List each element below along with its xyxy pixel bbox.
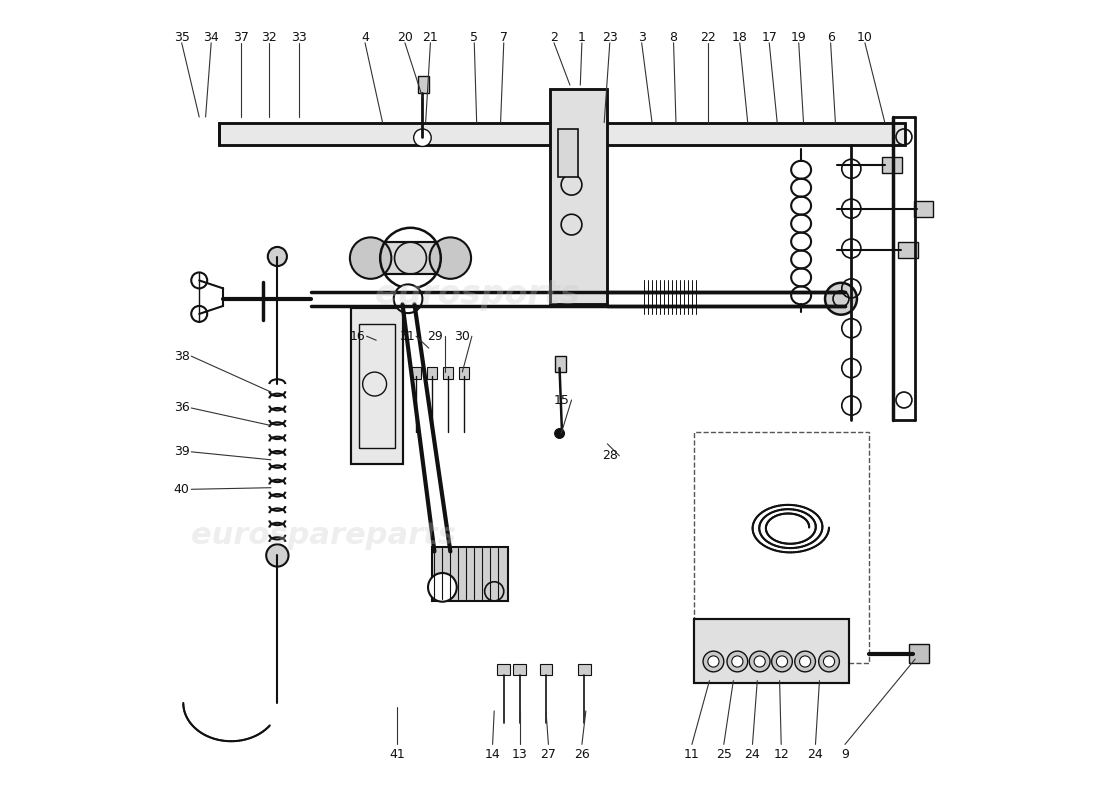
Text: 27: 27 xyxy=(540,748,557,762)
Circle shape xyxy=(554,429,564,438)
Text: 14: 14 xyxy=(485,748,501,762)
Bar xyxy=(693,432,869,663)
Circle shape xyxy=(414,129,431,146)
Text: 18: 18 xyxy=(732,30,748,44)
Bar xyxy=(219,122,905,145)
Text: 33: 33 xyxy=(292,30,307,44)
Circle shape xyxy=(771,651,792,672)
Text: 4: 4 xyxy=(361,30,368,44)
Text: 26: 26 xyxy=(574,748,590,762)
Circle shape xyxy=(428,573,456,602)
Bar xyxy=(693,619,849,683)
Bar xyxy=(411,366,421,379)
Bar xyxy=(432,546,508,601)
Circle shape xyxy=(350,238,392,279)
Bar xyxy=(540,664,552,675)
Text: 34: 34 xyxy=(204,30,219,44)
Bar xyxy=(443,366,453,379)
Text: 21: 21 xyxy=(422,30,438,44)
Bar xyxy=(371,242,450,274)
Text: 20: 20 xyxy=(397,30,412,44)
Text: 8: 8 xyxy=(670,30,678,44)
Text: 31: 31 xyxy=(398,330,415,342)
Circle shape xyxy=(394,285,422,313)
Circle shape xyxy=(732,656,742,667)
Text: 40: 40 xyxy=(174,482,189,496)
Text: 30: 30 xyxy=(454,330,470,342)
Text: 28: 28 xyxy=(602,450,618,462)
Bar xyxy=(219,122,905,145)
Circle shape xyxy=(777,656,788,667)
Text: 17: 17 xyxy=(761,30,778,44)
Text: 12: 12 xyxy=(773,748,789,762)
Text: 5: 5 xyxy=(471,30,478,44)
Text: 7: 7 xyxy=(499,30,508,44)
Bar xyxy=(514,664,526,675)
Bar xyxy=(497,664,510,675)
Text: 24: 24 xyxy=(745,748,760,762)
Text: 2: 2 xyxy=(550,30,558,44)
Text: 29: 29 xyxy=(427,330,443,342)
Circle shape xyxy=(267,247,287,266)
Text: 6: 6 xyxy=(827,30,835,44)
Bar xyxy=(351,308,403,464)
Bar xyxy=(693,619,849,683)
Circle shape xyxy=(824,656,835,667)
Bar xyxy=(898,242,917,258)
Bar xyxy=(909,644,928,663)
Bar xyxy=(550,89,607,304)
Bar xyxy=(418,75,429,93)
Circle shape xyxy=(825,283,857,314)
Text: 11: 11 xyxy=(684,748,700,762)
Circle shape xyxy=(749,651,770,672)
Text: eurospo​rts: eurospo​rts xyxy=(375,278,580,311)
Bar xyxy=(881,157,902,173)
Text: 41: 41 xyxy=(389,748,405,762)
Text: 15: 15 xyxy=(554,394,570,406)
Bar xyxy=(558,129,578,177)
Circle shape xyxy=(727,651,748,672)
Text: 9: 9 xyxy=(842,748,849,762)
Bar xyxy=(359,324,395,448)
Text: 1: 1 xyxy=(578,30,586,44)
Text: 23: 23 xyxy=(602,30,618,44)
Text: 36: 36 xyxy=(174,402,189,414)
Bar xyxy=(913,201,934,217)
Bar xyxy=(554,356,565,372)
Bar xyxy=(459,366,469,379)
Circle shape xyxy=(430,238,471,279)
Bar xyxy=(578,664,591,675)
Bar xyxy=(550,89,607,304)
Text: 39: 39 xyxy=(174,446,189,458)
Bar xyxy=(351,308,403,464)
Text: 19: 19 xyxy=(791,30,806,44)
Text: 13: 13 xyxy=(512,748,528,762)
Text: 10: 10 xyxy=(857,30,872,44)
Circle shape xyxy=(703,651,724,672)
Text: 35: 35 xyxy=(174,30,189,44)
Circle shape xyxy=(818,651,839,672)
Text: 3: 3 xyxy=(638,30,646,44)
Circle shape xyxy=(794,651,815,672)
Bar xyxy=(427,366,437,379)
Circle shape xyxy=(708,656,719,667)
Text: 38: 38 xyxy=(174,350,189,362)
Text: 24: 24 xyxy=(807,748,823,762)
Circle shape xyxy=(755,656,766,667)
Text: 25: 25 xyxy=(716,748,732,762)
Text: 37: 37 xyxy=(233,30,249,44)
Bar xyxy=(371,242,450,274)
Circle shape xyxy=(800,656,811,667)
Text: 32: 32 xyxy=(262,30,277,44)
Text: 22: 22 xyxy=(700,30,716,44)
Circle shape xyxy=(266,544,288,566)
Text: 16: 16 xyxy=(349,330,365,342)
Text: eurosparep​arts: eurosparep​arts xyxy=(191,521,456,550)
